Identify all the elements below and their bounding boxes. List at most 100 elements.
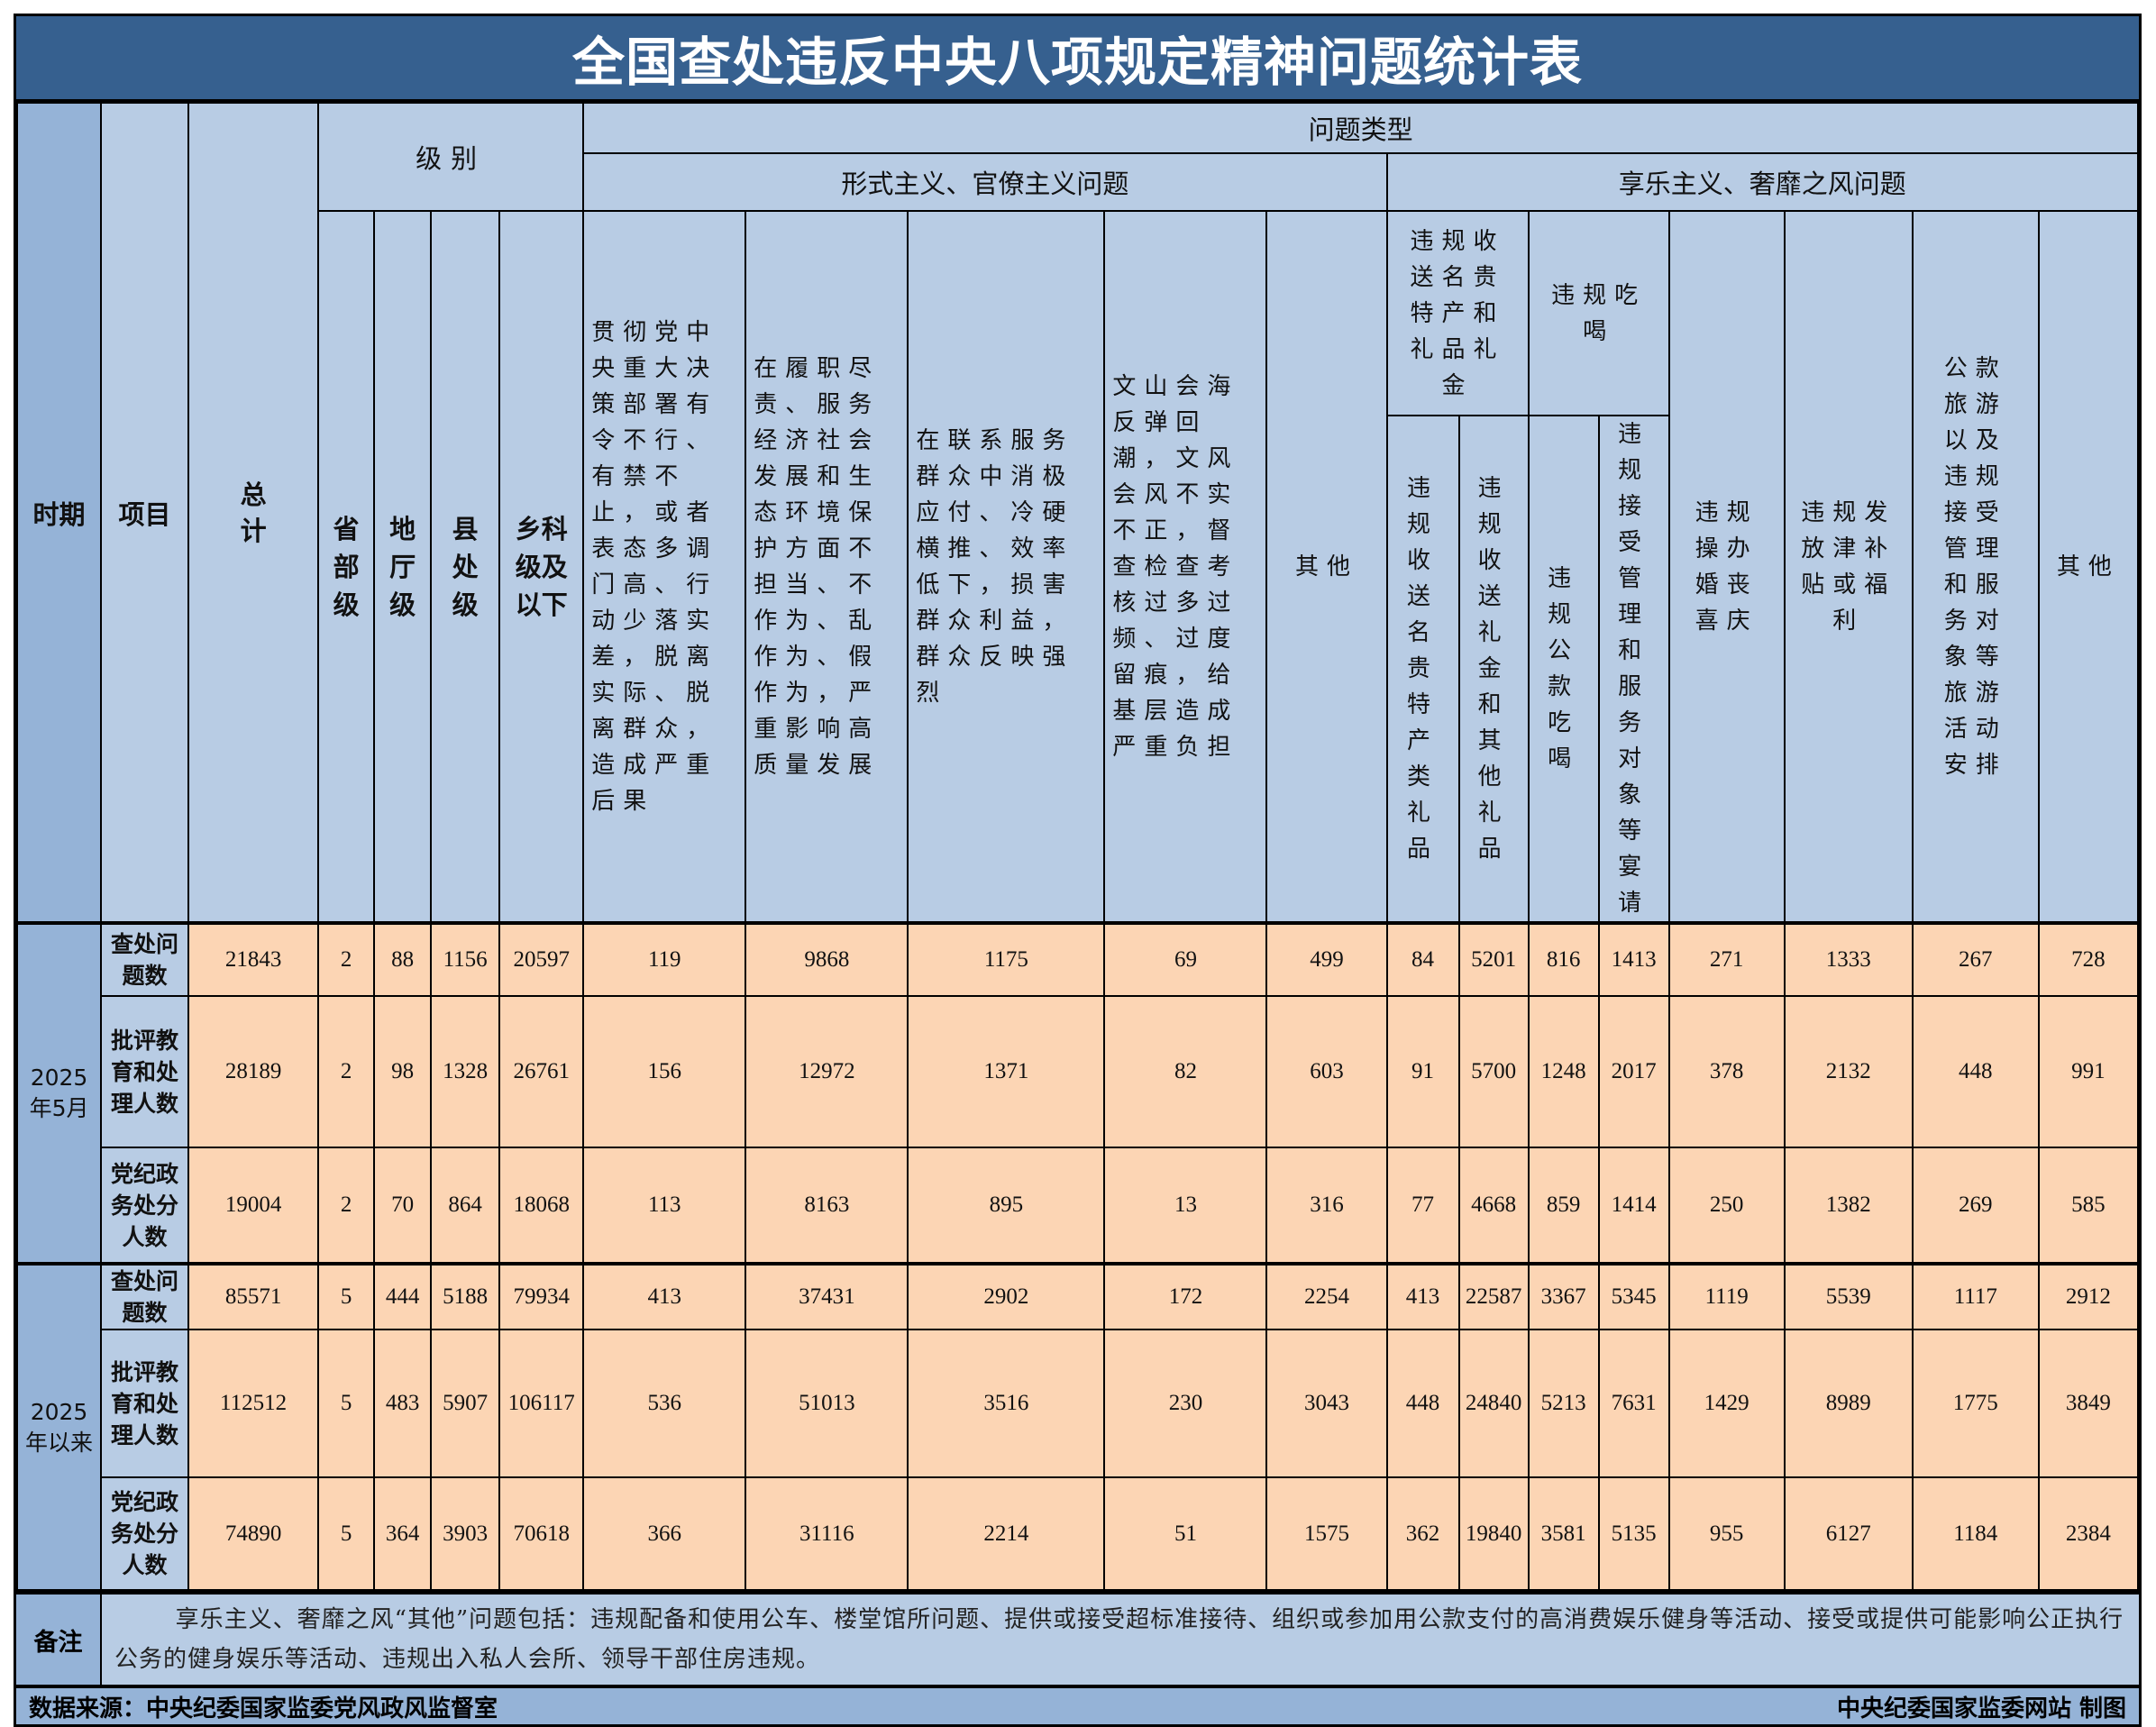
period-label: 2025年以来 — [15, 1262, 103, 1591]
value-cell: 31116 — [745, 1476, 909, 1591]
value-cell: 5539 — [1783, 1262, 1914, 1330]
value-cell: 2214 — [907, 1476, 1106, 1591]
value-cell: 79934 — [498, 1262, 585, 1330]
header-period: 时期 — [15, 102, 103, 924]
value-cell: 362 — [1385, 1476, 1460, 1591]
value-cell: 4668 — [1457, 1147, 1530, 1265]
value-cell: 483 — [373, 1329, 433, 1478]
table-row: 2025年以来 查处问题数 85571 5 444 5188 79934 413 37431 29… — [15, 1262, 2140, 1591]
value-cell: 69 — [1103, 921, 1268, 997]
header-hedonism: 享乐主义、奢靡之风问题 — [1385, 152, 2140, 212]
statistics-table: 时期 项目 总计 级别 问题类型 形式主义、官僚主义问题 享乐主义、奢靡之风问题… — [15, 102, 2140, 1591]
statistics-table-frame: 全国查处违反中央八项规定精神问题统计表 时期 项目 总计 级别 问题类型 形式主… — [14, 14, 2142, 1727]
value-cell: 1328 — [430, 995, 501, 1148]
value-cell: 2 — [317, 921, 376, 997]
value-cell: 112512 — [187, 1329, 320, 1478]
value-cell: 2017 — [1597, 995, 1670, 1148]
header-formalism-other: 其他 — [1265, 210, 1388, 924]
value-cell: 84 — [1385, 921, 1460, 997]
value-cell: 3581 — [1527, 1476, 1600, 1591]
value-cell: 22587 — [1457, 1262, 1530, 1330]
value-cell: 5188 — [430, 1262, 501, 1330]
value-cell: 3849 — [2037, 1329, 2140, 1478]
header-formalism: 形式主义、官僚主义问题 — [582, 152, 1388, 212]
row-item-label: 查处问题数 — [100, 921, 190, 997]
notes-label: 备注 — [16, 1595, 102, 1685]
value-cell: 37431 — [745, 1262, 909, 1330]
value-cell: 2 — [317, 995, 376, 1148]
value-cell: 8989 — [1783, 1329, 1914, 1478]
value-cell: 70618 — [498, 1476, 585, 1591]
value-cell: 603 — [1265, 995, 1388, 1148]
value-cell: 5 — [317, 1329, 376, 1478]
header-level: 级别 — [317, 102, 585, 212]
notes-text: 享乐主义、奢靡之风“其他”问题包括：违规配备和使用公车、楼堂馆所问题、提供或接受… — [114, 1606, 2124, 1673]
value-cell: 13 — [1103, 1147, 1268, 1265]
value-cell: 448 — [1385, 1329, 1460, 1478]
header-dining: 违规吃喝 — [1527, 210, 1670, 416]
value-cell: 1414 — [1597, 1147, 1670, 1265]
value-cell: 816 — [1527, 921, 1600, 997]
value-cell: 2 — [317, 1147, 376, 1265]
value-cell: 51013 — [745, 1329, 909, 1478]
header-formalism-duties: 在履职尽责、服务经济社会发展和生态环境保护方面不担当、不作为、乱作为、假作为，严… — [745, 210, 909, 924]
value-cell: 5907 — [430, 1329, 501, 1478]
credit: 中央纪委国家监委网站 制图 — [1836, 1695, 2126, 1722]
header-level-township: 乡科级及以下 — [498, 210, 585, 924]
value-cell: 3516 — [907, 1329, 1106, 1478]
value-cell: 18068 — [498, 1147, 585, 1265]
value-cell: 5 — [317, 1476, 376, 1591]
header-dining-banquets: 违规接受管理和服务对象等宴请 — [1597, 415, 1670, 924]
header-formalism-masses: 在联系服务群众中消极应付、冷硬横推、效率低下，损害群众利益，群众反映强烈 — [907, 210, 1106, 924]
table-row: 2025年5月 查处问题数 21843 2 88 1156 20597 119 9868 1175… — [15, 921, 2140, 1265]
value-cell: 19004 — [187, 1147, 320, 1265]
value-cell: 413 — [582, 1262, 747, 1330]
header-item: 项目 — [100, 102, 190, 924]
value-cell: 12972 — [745, 995, 909, 1148]
period-label: 2025年5月 — [15, 921, 103, 1265]
value-cell: 85571 — [187, 1262, 320, 1330]
value-cell: 413 — [1385, 1262, 1460, 1330]
notes-section: 备注 享乐主义、奢靡之风“其他”问题包括：违规配备和使用公车、楼堂馆所问题、提供… — [16, 1591, 2139, 1685]
value-cell: 5213 — [1527, 1329, 1600, 1478]
value-cell: 991 — [2037, 995, 2140, 1148]
header-travel: 公款旅游以及违规接受管理和服务对象等旅游活动安排 — [1911, 210, 2040, 924]
value-cell: 1156 — [430, 921, 501, 997]
value-cell: 378 — [1667, 995, 1786, 1148]
header-problem-type: 问题类型 — [582, 102, 2139, 154]
header-formalism-meetings: 文山会海反弹回潮，文风会风不实不正，督查检查考核过多过频、过度留痕，给基层造成严… — [1103, 210, 1268, 924]
value-cell: 1775 — [1911, 1329, 2040, 1478]
value-cell: 19840 — [1457, 1476, 1530, 1591]
value-cell: 585 — [2037, 1147, 2140, 1265]
value-cell: 267 — [1911, 921, 2040, 997]
data-source: 数据来源：中央纪委国家监委党风政风监督室 — [29, 1695, 498, 1722]
value-cell: 51 — [1103, 1476, 1268, 1591]
value-cell: 444 — [373, 1262, 433, 1330]
header-level-county: 县处级 — [430, 210, 501, 924]
table-title: 全国查处违反中央八项规定精神问题统计表 — [16, 16, 2139, 102]
header-dining-public-funds: 违规公款吃喝 — [1527, 415, 1600, 924]
value-cell: 250 — [1667, 1147, 1786, 1265]
value-cell: 364 — [373, 1476, 433, 1591]
value-cell: 1382 — [1783, 1147, 1914, 1265]
value-cell: 269 — [1911, 1147, 2040, 1265]
value-cell: 1184 — [1911, 1476, 2040, 1591]
value-cell: 20597 — [498, 921, 585, 997]
header-formalism-decisions: 贯彻党中央重大决策部署有令不行、有禁不止，或者表态多调门高、行动少落实差，脱离实… — [582, 210, 747, 924]
value-cell: 2384 — [2037, 1476, 2140, 1591]
header-total: 总计 — [187, 102, 320, 924]
header-hedonism-other: 其他 — [2037, 210, 2140, 924]
value-cell: 316 — [1265, 1147, 1388, 1265]
value-cell: 77 — [1385, 1147, 1460, 1265]
row-item-label: 批评教育和处理人数 — [100, 995, 190, 1148]
value-cell: 5700 — [1457, 995, 1530, 1148]
value-cell: 91 — [1385, 995, 1460, 1148]
value-cell: 6127 — [1783, 1476, 1914, 1591]
table-row: 批评教育和处理人数 112512 5 483 5907 106117 536 51013 351… — [17, 1329, 2140, 1478]
footer: 数据来源：中央纪委国家监委党风政风监督室 中央纪委国家监委网站 制图 — [16, 1685, 2139, 1724]
value-cell: 1371 — [907, 995, 1106, 1148]
value-cell: 2132 — [1783, 995, 1914, 1148]
value-cell: 7631 — [1597, 1329, 1670, 1478]
row-item-label: 党纪政务处分人数 — [100, 1147, 190, 1265]
row-item-label: 党纪政务处分人数 — [100, 1476, 190, 1591]
